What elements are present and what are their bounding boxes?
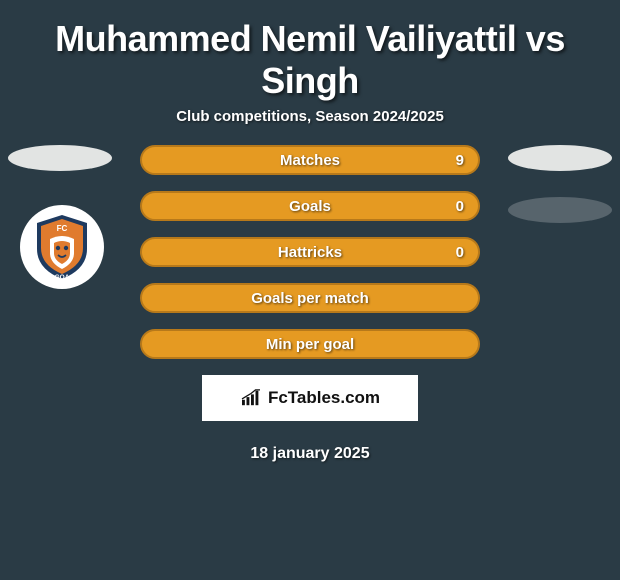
stat-bar: Goals 0 [140,191,480,221]
stat-bars: Matches 9 Goals 0 Hattricks 0 Goals per match M… [140,145,480,359]
chart-body: FC GOA Matches 9 Goals 0 Hattricks 0 Goals per… [0,145,620,463]
stat-bar: Matches 9 [140,145,480,175]
page-title: Muhammed Nemil Vailiyattil vs Singh [0,0,620,108]
stat-label: Min per goal [266,336,354,353]
stat-label: Goals [289,198,331,215]
club-crest-icon: FC GOA [32,213,92,281]
club-badge: FC GOA [20,205,104,289]
stat-bar: Hattricks 0 [140,237,480,267]
badge-text-bottom: GOA [55,274,70,281]
player-right-ellipse [508,145,612,171]
stat-bar: Goals per match [140,283,480,313]
stat-bar: Min per goal [140,329,480,359]
stat-label: Hattricks [278,244,342,261]
brand-text: FcTables.com [268,388,380,408]
stat-value: 0 [456,244,464,261]
stat-value: 9 [456,152,464,169]
player-right-ellipse-2 [508,197,612,223]
date-label: 18 january 2025 [0,445,620,463]
stat-label: Matches [280,152,340,169]
badge-text-top: FC [57,224,68,233]
stat-value: 0 [456,198,464,215]
brand-box: FcTables.com [202,375,418,421]
stat-label: Goals per match [251,290,369,307]
chart-icon [240,389,262,407]
player-left-ellipse [8,145,112,171]
page-subtitle: Club competitions, Season 2024/2025 [0,108,620,145]
